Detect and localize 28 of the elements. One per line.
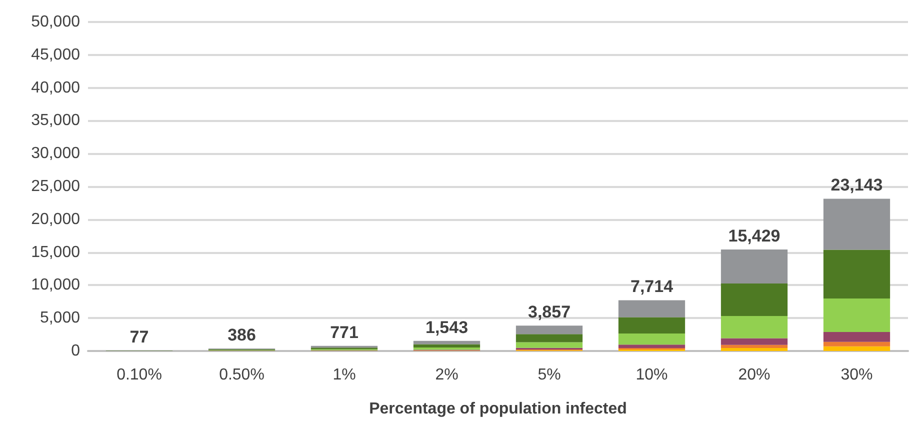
total-label: 386 (228, 325, 256, 344)
x-tick-label: 0.10% (116, 366, 162, 384)
y-tick-label: 15,000 (31, 244, 80, 261)
y-tick-label: 35,000 (31, 112, 80, 130)
y-tick-label: 25,000 (31, 178, 80, 195)
y-tick-label: 5,000 (40, 310, 80, 327)
total-label: 3,857 (528, 302, 571, 322)
y-tick-label: 30,000 (31, 145, 80, 162)
x-tick-label: 10% (636, 366, 668, 384)
x-tick-label: 2% (435, 366, 458, 384)
x-tick-label: 30% (840, 366, 873, 384)
total-label: 7,714 (630, 277, 674, 296)
total-label: 15,429 (728, 226, 780, 246)
y-tick-label: 45,000 (31, 46, 80, 64)
x-tick-label: 20% (738, 366, 770, 384)
y-tick-label: 0 (71, 342, 80, 360)
x-tick-label: 0.50% (219, 366, 264, 384)
x-tick-label: 1% (332, 366, 356, 384)
total-label: 1,543 (425, 318, 468, 337)
x-tick-label: 5% (538, 366, 561, 384)
total-label: 771 (330, 322, 358, 342)
total-label: 23,143 (830, 176, 883, 195)
total-label: 77 (130, 327, 149, 346)
y-tick-label: 10,000 (31, 276, 80, 294)
x-axis-title: Percentage of population infected (369, 400, 627, 418)
y-tick-label: 50,000 (31, 14, 80, 30)
y-tick-label: 20,000 (31, 210, 80, 228)
y-tick-label: 40,000 (31, 79, 80, 96)
